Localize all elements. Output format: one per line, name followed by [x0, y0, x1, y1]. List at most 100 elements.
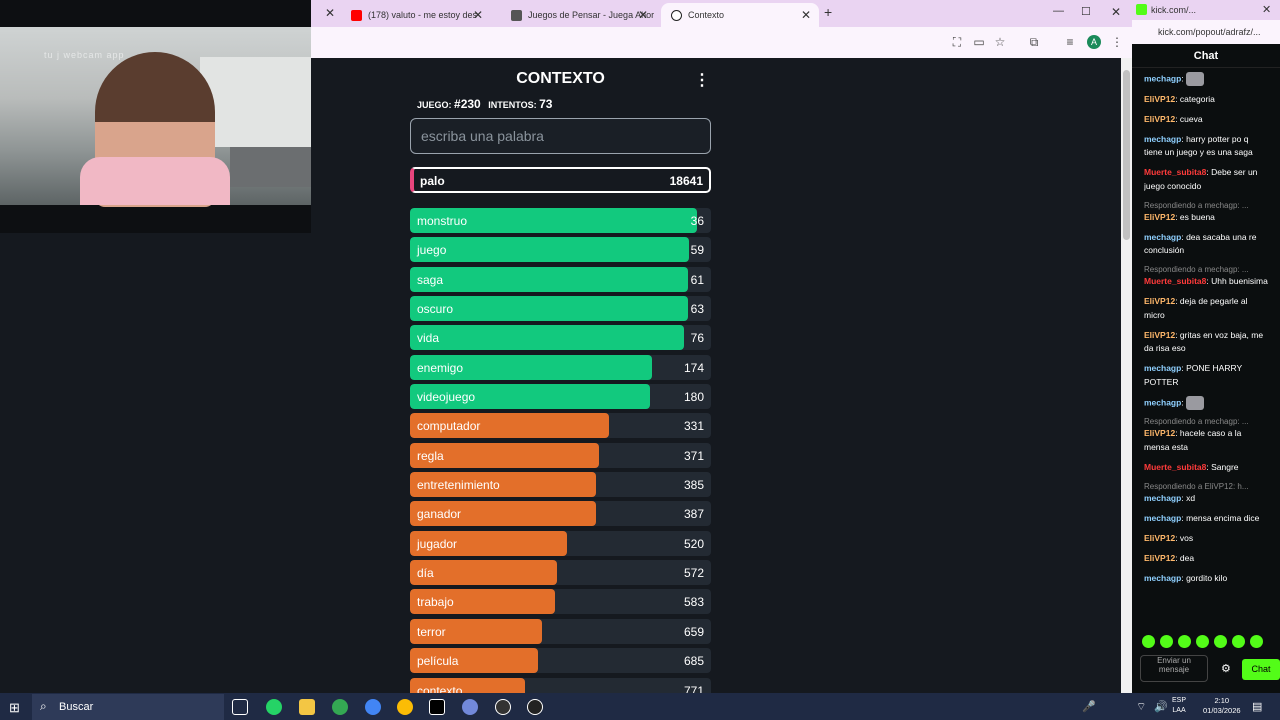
- tiktok-icon[interactable]: [429, 699, 445, 715]
- guess-row: trabajo 583: [410, 589, 711, 615]
- chat-username[interactable]: Muerte_subita8: [1144, 276, 1207, 286]
- chat-username[interactable]: mechagp: [1144, 572, 1182, 583]
- guess-row: computador 331: [410, 413, 711, 439]
- chrome-alt-icon[interactable]: [397, 699, 413, 715]
- chrome-icon[interactable]: [332, 699, 348, 715]
- chat-username[interactable]: Muerte_subita8: [1144, 461, 1207, 472]
- chat-username[interactable]: mechagp: [1144, 396, 1182, 407]
- tab-juegos[interactable]: Juegos de Pensar - Juega Ahor ✕: [501, 3, 656, 27]
- chat-message: EliVP12: categoria: [1144, 93, 1215, 104]
- language-indicator[interactable]: ESP LAA: [1172, 696, 1186, 716]
- chat-message: mechagp: mensa encima dice: [1144, 512, 1260, 523]
- chat-text: PONE HARRY POTTER: [1144, 363, 1242, 387]
- close-icon[interactable]: ✕: [637, 8, 648, 22]
- close-icon[interactable]: ✕: [800, 8, 811, 22]
- chrome-profile-icon[interactable]: [365, 699, 381, 715]
- chat-text: Sangre: [1211, 461, 1239, 472]
- task-view-icon[interactable]: [232, 699, 248, 715]
- chat-text: Uhh buenisima: [1211, 276, 1268, 286]
- guess-word: juego: [417, 243, 447, 258]
- guess-list: monstruo 36 juego 59 saga 61 oscuro 63 vida 76 ene…: [410, 208, 711, 707]
- chat-username[interactable]: EliVP12: [1144, 93, 1176, 104]
- clock[interactable]: 2:10 01/03/2026: [1203, 696, 1241, 716]
- chat-username[interactable]: Muerte_subita8: [1144, 167, 1207, 177]
- chat-username[interactable]: EliVP12: [1144, 329, 1176, 340]
- address-bar[interactable]: [311, 27, 1132, 58]
- guess-rank: 63: [690, 302, 704, 317]
- mic-icon[interactable]: 🎤: [1082, 701, 1096, 713]
- windows-start-icon[interactable]: ⊞: [9, 700, 20, 715]
- chat-username[interactable]: EliVP12: [1144, 211, 1176, 222]
- emote-bar[interactable]: [1142, 635, 1263, 648]
- chat-send-button[interactable]: Chat: [1242, 659, 1280, 680]
- discord-icon[interactable]: [462, 699, 478, 715]
- new-tab-icon[interactable]: +: [824, 4, 833, 20]
- menu-icon[interactable]: ⋮: [1111, 35, 1123, 49]
- chat-username[interactable]: EliVP12: [1144, 552, 1176, 563]
- chat-message: mechagp:: [1144, 72, 1268, 86]
- tab-contexto[interactable]: Contexto ✕: [661, 3, 819, 27]
- guess-rank: 371: [683, 448, 704, 463]
- chat-message: EliVP12: gritas en voz baja, me da risa …: [1144, 329, 1264, 354]
- clock-date: 01/03/2026: [1203, 706, 1241, 715]
- guess-word: vida: [417, 331, 440, 346]
- chat-username[interactable]: mechagp: [1144, 492, 1182, 503]
- guess-bar: [410, 589, 556, 615]
- chat-username[interactable]: mechagp: [1144, 363, 1182, 373]
- word-input[interactable]: [410, 118, 711, 154]
- chat-input[interactable]: Enviar un mensaje: [1140, 655, 1208, 682]
- install-icon[interactable]: ▭: [973, 35, 985, 49]
- whatsapp-icon[interactable]: [266, 699, 282, 715]
- chat-username[interactable]: mechagp: [1144, 133, 1182, 144]
- scrollbar[interactable]: [1121, 58, 1132, 693]
- guess-bar: [410, 442, 600, 468]
- guess-row: terror 659: [410, 618, 711, 644]
- minimize-icon[interactable]: —: [1053, 5, 1064, 17]
- tab-youtube[interactable]: (178) valuto - me estoy des ✕: [341, 3, 491, 27]
- game-label: JUEGO:: [417, 100, 452, 110]
- chat-address-bar[interactable]: kick.com/popout/adrafz/...: [1132, 20, 1280, 44]
- window-close-icon[interactable]: ✕: [1262, 4, 1272, 16]
- translate-icon[interactable]: ⛶: [952, 35, 962, 49]
- notification-icon[interactable]: ▤: [1252, 701, 1263, 713]
- guess-word: regla: [417, 448, 444, 463]
- media-icon[interactable]: ≡: [1066, 35, 1074, 49]
- gear-icon[interactable]: ⚙: [1221, 663, 1231, 675]
- chat-username[interactable]: EliVP12: [1144, 532, 1176, 543]
- guess-word: trabajo: [417, 595, 454, 610]
- chat-text: dea: [1179, 552, 1195, 563]
- bookmark-star-icon[interactable]: ☆: [994, 35, 1006, 49]
- chat-reply-context: Respondiendo a EliVP12: h...: [1144, 481, 1249, 491]
- chat-message: Respondiendo a mechagp: ... EliVP12: hace…: [1144, 416, 1268, 454]
- close-icon[interactable]: ✕: [472, 8, 483, 22]
- taskbar-search[interactable]: Buscar: [32, 694, 224, 720]
- chat-message: Muerte_subita8: Sangre: [1144, 461, 1239, 472]
- maximize-icon[interactable]: ☐: [1081, 6, 1091, 18]
- guess-bar: [410, 354, 652, 380]
- chat-username[interactable]: EliVP12: [1144, 113, 1176, 124]
- last-guess-word: palo: [420, 174, 445, 188]
- chat-text: xd: [1186, 492, 1196, 503]
- chat-username[interactable]: mechagp: [1144, 231, 1182, 242]
- chat-username[interactable]: mechagp: [1144, 512, 1182, 523]
- extensions-icon[interactable]: ⧉: [1029, 35, 1039, 49]
- chat-username[interactable]: EliVP12: [1144, 428, 1176, 438]
- chat-header: Chat: [1132, 44, 1280, 68]
- webcam-watermark: tu j webcam app: [44, 50, 125, 60]
- file-explorer-icon[interactable]: [299, 699, 315, 715]
- chat-message: EliVP12: vos: [1144, 532, 1194, 543]
- profile-avatar[interactable]: A: [1087, 35, 1101, 49]
- chat-username[interactable]: EliVP12: [1144, 296, 1176, 306]
- volume-icon[interactable]: 🔊: [1154, 701, 1168, 713]
- close-icon[interactable]: ✕: [325, 6, 336, 20]
- chat-message: mechagp:: [1144, 395, 1268, 410]
- window-close-icon[interactable]: ✕: [1111, 5, 1122, 19]
- obs-icon[interactable]: [495, 699, 511, 715]
- attempts-count: 73: [539, 97, 553, 111]
- chat-username[interactable]: mechagp: [1144, 73, 1182, 84]
- more-menu-icon[interactable]: ⋮: [694, 72, 710, 89]
- guess-row: regla 371: [410, 442, 711, 468]
- chat-text: deja de pegarle al micro: [1144, 296, 1248, 320]
- app-icon[interactable]: [527, 699, 543, 715]
- wifi-icon[interactable]: ⌔: [1136, 701, 1147, 713]
